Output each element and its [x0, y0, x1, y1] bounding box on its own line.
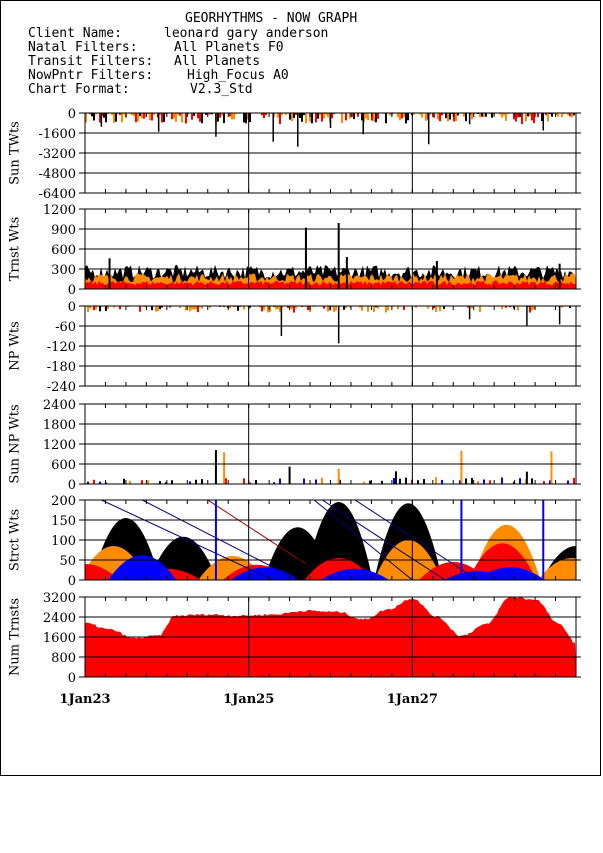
y-tick-label: 0	[68, 671, 76, 686]
y-tick-label: 0	[68, 300, 76, 315]
y-tick-label: -60	[55, 320, 76, 335]
y-tick-label: 0	[68, 107, 76, 122]
y-tick-label: -180	[47, 360, 76, 375]
transit-filters-value: All Planets	[174, 54, 261, 69]
hump-blue	[476, 567, 545, 580]
y-tick-label: 600	[51, 458, 76, 473]
y-tick-label: 1200	[43, 203, 76, 218]
nowpntr-filters-label: NowPntr Filters:	[28, 68, 154, 83]
y-tick-label: -1600	[39, 127, 76, 142]
chart-frame	[0, 0, 601, 776]
y-tick-label: -3200	[39, 147, 76, 162]
y-tick-label: 0	[68, 574, 76, 589]
panel-strct-wts	[79, 499, 581, 581]
hump-blue	[231, 567, 300, 580]
y-tick-label: 600	[51, 243, 76, 258]
strct-content	[85, 500, 576, 580]
hump-red	[85, 564, 119, 580]
panel-np-wts	[79, 305, 581, 387]
y-tick-label: 300	[51, 263, 76, 278]
transit-filters-label: Transit Filters:	[28, 54, 154, 69]
chart-format-value: V2.3_Std	[190, 82, 253, 97]
y-tick-label: -120	[47, 340, 76, 355]
y-axis-label: NP Wts	[8, 321, 23, 371]
x-tick-label: 1Jan23	[59, 692, 110, 707]
client-name-value: leonard gary anderson	[164, 26, 329, 41]
y-tick-label: 900	[51, 223, 76, 238]
panel-sun-np-wts	[79, 403, 581, 485]
y-tick-label: 1200	[43, 438, 76, 453]
nowpntr-filters-value: High_Focus A0	[187, 68, 289, 83]
y-tick-label: 1800	[43, 418, 76, 433]
y-tick-label: 200	[51, 494, 76, 509]
y-tick-label: 3200	[43, 591, 76, 606]
panel-num-trnsts	[79, 596, 581, 678]
y-axis-label: Strct Wts	[8, 509, 23, 571]
hump-blue	[108, 555, 177, 580]
x-tick-label: 1Jan27	[387, 692, 438, 707]
y-tick-label: 0	[68, 478, 76, 493]
y-tick-label: 2400	[43, 611, 76, 626]
y-axis-label: Sun TWts	[8, 121, 23, 185]
y-tick-label: -240	[47, 380, 76, 395]
panel-trnst-wts	[79, 208, 581, 290]
y-tick-label: 50	[59, 554, 76, 569]
chart-format-label: Chart Format:	[28, 82, 130, 97]
y-tick-label: -4800	[39, 167, 76, 182]
hump-orange	[537, 558, 576, 580]
diagonal-line	[207, 500, 307, 565]
natal-filters-label: Natal Filters:	[28, 40, 138, 55]
y-tick-label: -6400	[39, 187, 76, 202]
y-axis-label: Num Trnsts	[8, 598, 23, 676]
y-axis-label: Sun NP Wts	[8, 404, 23, 483]
y-tick-label: 800	[51, 651, 76, 666]
y-tick-label: 0	[68, 283, 76, 298]
client-name-label: Client Name:	[28, 26, 122, 41]
x-tick-label: 1Jan25	[223, 692, 274, 707]
y-tick-label: 100	[51, 534, 76, 549]
chart-title: GEORHYTHMS - NOW GRAPH	[185, 11, 358, 26]
natal-filters-value: All Planets F0	[174, 40, 284, 55]
y-tick-label: 150	[51, 514, 76, 529]
y-axis-label: Trnst Wts	[8, 217, 23, 282]
y-tick-label: 2400	[43, 398, 76, 413]
y-tick-label: 1600	[43, 631, 76, 646]
panel-sun-twts	[79, 112, 581, 194]
hump-blue	[321, 568, 390, 580]
